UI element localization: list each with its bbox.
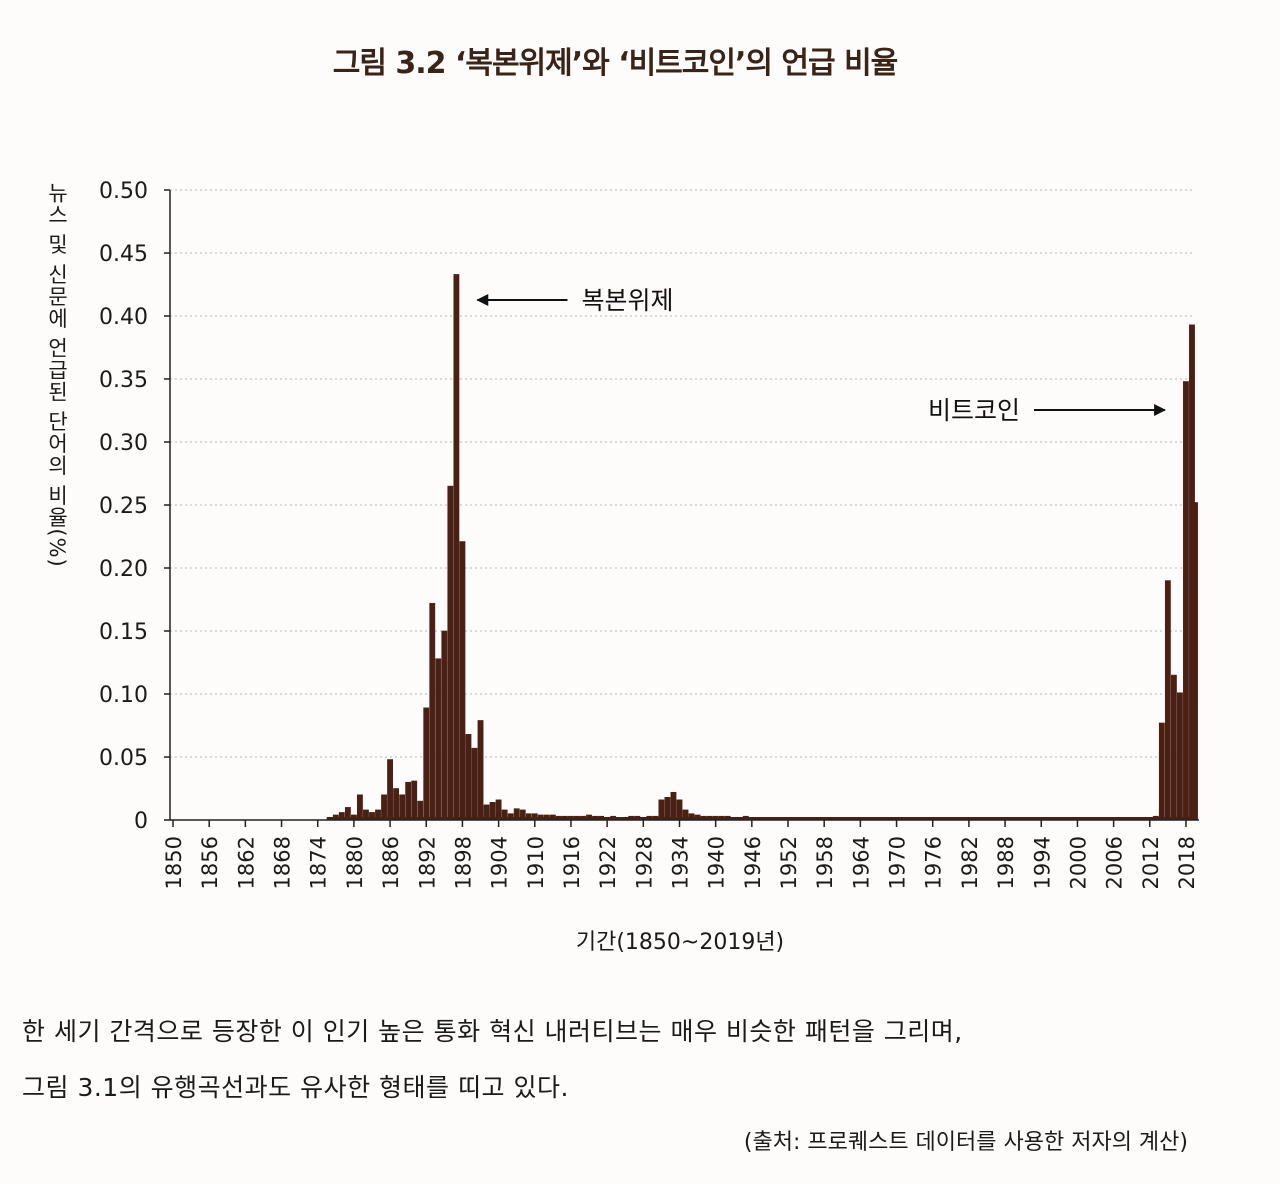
bar	[1183, 381, 1189, 821]
bar	[1177, 692, 1183, 821]
y-tick-label: 0.25	[99, 494, 148, 519]
bar	[1164, 580, 1171, 821]
x-tick-label: 1910	[524, 836, 548, 889]
y-tick-label: 0.40	[99, 305, 148, 330]
x-tick-label: 1850	[162, 836, 186, 889]
x-tick-label: 1946	[741, 836, 765, 889]
x-tick-label: 1922	[596, 836, 620, 889]
bar	[387, 759, 393, 821]
x-tick-label: 2018	[1175, 836, 1199, 889]
bar	[435, 658, 442, 821]
x-tick-label: 1994	[1030, 836, 1054, 889]
bar	[471, 747, 478, 821]
x-tick-label: 1874	[307, 836, 331, 889]
x-tick-label: 1964	[849, 836, 873, 889]
bar	[423, 707, 430, 821]
y-tick-label: 0.45	[99, 242, 148, 267]
x-tick-label: 1982	[958, 836, 982, 889]
y-tick-label: 0.20	[99, 557, 148, 582]
source-note: (출처: 프로퀘스트 데이터를 사용한 저자의 계산)	[743, 1130, 1188, 1155]
bar-chart: 0 0.05 0.10 0.15 0.20 0.25 0.30 0.35 0.40 0.45 0.5…	[99, 179, 1199, 889]
bar	[1170, 674, 1177, 821]
y-axis-label: 뉴스 및 신문에 언급된 단어의 비율(%)	[45, 182, 69, 568]
x-tick-label: 2000	[1066, 836, 1090, 889]
x-axis-label: 기간(1850~2019년)	[575, 930, 785, 955]
bar	[465, 734, 472, 821]
bar	[429, 602, 436, 821]
bar	[399, 794, 406, 821]
bar	[676, 799, 683, 821]
x-tick-label: 1916	[560, 836, 584, 889]
x-tick-labels: 1850 1856 1862 1868 1874 1880 1886 1892 1898 1904…	[162, 836, 1199, 889]
bar	[405, 781, 412, 821]
x-tick-label: 1934	[668, 836, 692, 889]
bar	[670, 791, 677, 821]
gridlines	[170, 189, 1195, 758]
bar	[381, 794, 387, 821]
bar	[1158, 722, 1165, 821]
body-paragraph-line-2: 그림 3.1의 유행곡선과도 유사한 형태를 띠고 있다.	[22, 1073, 569, 1102]
bar	[357, 794, 363, 821]
bars	[326, 274, 1198, 821]
axes	[164, 189, 1199, 827]
bar	[1192, 502, 1198, 821]
x-tick-label: 1862	[234, 836, 258, 889]
y-tick-label: 0.15	[99, 620, 148, 645]
bar	[441, 630, 448, 821]
bar	[664, 797, 671, 821]
bar	[447, 485, 454, 821]
x-tick-label: 1952	[777, 836, 801, 889]
y-tick-label: 0.35	[99, 368, 148, 393]
body-paragraph-line-1: 한 세기 간격으로 등장한 이 인기 높은 통화 혁신 내러티브는 매우 비슷한…	[22, 1017, 963, 1046]
x-tick-label: 1886	[379, 836, 403, 889]
y-tick-label: 0.05	[99, 746, 148, 771]
bar	[453, 274, 460, 821]
annotation-label-bimetallism: 복본위제	[581, 286, 673, 315]
x-tick-label: 1898	[451, 836, 475, 889]
x-tick-label: 1958	[813, 836, 837, 889]
x-tick-label: 1940	[705, 836, 729, 889]
x-tick-label: 1880	[343, 836, 367, 889]
y-tick-label: 0.50	[99, 179, 148, 204]
x-tick-label: 1904	[488, 836, 512, 889]
y-tick-labels: 0 0.05 0.10 0.15 0.20 0.25 0.30 0.35 0.40 0.45 0.5…	[99, 179, 148, 834]
bar	[393, 788, 400, 821]
bar	[459, 541, 466, 821]
y-tick-label: 0.30	[99, 431, 148, 456]
x-tick-label: 1970	[886, 836, 910, 889]
x-tick-label: 1976	[922, 836, 946, 889]
y-tick-label: 0.10	[99, 683, 148, 708]
figure-title: 그림 3.2 ‘복본위제’와 ‘비트코인’의 언급 비율	[332, 46, 899, 81]
bar	[658, 799, 665, 821]
bar	[411, 780, 418, 821]
x-tick-label: 1892	[415, 836, 439, 889]
x-tick-label: 1988	[994, 836, 1018, 889]
x-tick-label: 1856	[198, 836, 222, 889]
annotation-label-bitcoin: 비트코인	[928, 396, 1020, 425]
x-tick-label: 2006	[1103, 836, 1127, 889]
x-tick-label: 2012	[1139, 836, 1163, 889]
x-tick-label: 1868	[271, 836, 295, 889]
bar	[477, 720, 484, 821]
x-tick-label: 1928	[632, 836, 656, 889]
y-tick-label: 0	[134, 809, 148, 834]
bar	[495, 799, 502, 821]
